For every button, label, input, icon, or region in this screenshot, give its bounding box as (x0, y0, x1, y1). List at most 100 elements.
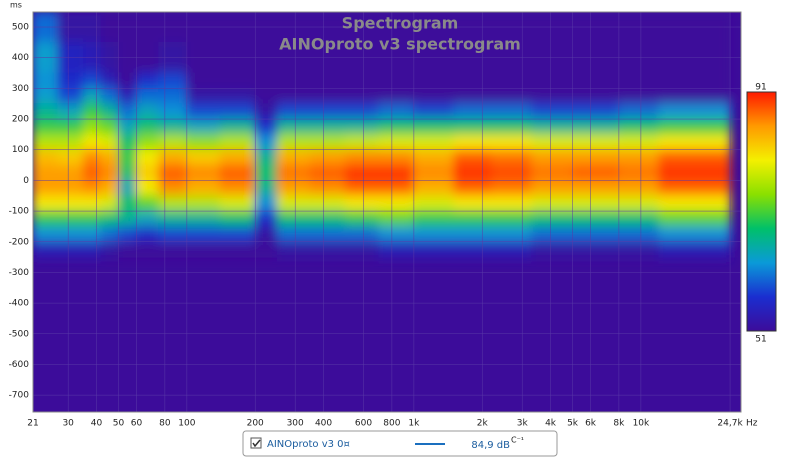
heatmap-cell (158, 118, 188, 135)
x-tick-label: 3k (517, 419, 529, 429)
heatmap-cell (186, 179, 221, 197)
heatmap-cell (378, 103, 415, 120)
heatmap-cell (658, 118, 731, 135)
x-tick-label: 30 (62, 419, 74, 429)
heatmap-cell (136, 87, 160, 105)
heatmap-cell (254, 72, 278, 89)
heatmap-cell (186, 241, 221, 258)
x-tick-label: 8k (613, 419, 625, 429)
heatmap-cell (276, 87, 311, 105)
heatmap-cell (82, 72, 102, 89)
heatmap-cell (136, 179, 160, 197)
heatmap-cell (345, 149, 380, 166)
heatmap-cell (618, 133, 660, 151)
heatmap-cell (82, 87, 102, 105)
legend-checkbox[interactable] (250, 437, 262, 449)
heatmap-cell (345, 195, 380, 212)
heatmap-cell (491, 12, 533, 43)
heatmap-cell (345, 118, 380, 135)
heatmap-cell (572, 72, 620, 89)
heatmap-cell (219, 225, 256, 243)
heatmap-cell (378, 164, 415, 181)
heatmap-cell (219, 210, 256, 227)
heatmap-cell (276, 179, 311, 197)
y-tick-label: -100 (9, 207, 30, 217)
heatmap-cell (453, 87, 493, 105)
heatmap-cell (136, 118, 160, 135)
heatmap-cell (82, 195, 102, 212)
heatmap-cell (82, 133, 102, 151)
heatmap-cell (531, 118, 574, 135)
heatmap-cell (82, 12, 102, 43)
heatmap-cell (378, 72, 415, 89)
heatmap-cell (136, 72, 160, 89)
x-tick-label: 40 (91, 419, 103, 429)
heatmap-cell (309, 210, 347, 227)
heatmap-cell (219, 164, 256, 181)
heatmap-cell (531, 195, 574, 212)
heatmap-cell (219, 133, 256, 151)
heatmap-cell (658, 164, 731, 181)
heatmap-cell (82, 179, 102, 197)
heatmap-cell (491, 179, 533, 197)
x-tick-label: 50 (113, 419, 125, 429)
heatmap-cell (413, 210, 455, 227)
heatmap-cell (658, 149, 731, 166)
chart-title: Spectrogram (342, 14, 459, 33)
heatmap-cell (491, 225, 533, 243)
heatmap-cell (57, 241, 84, 258)
heatmap-cell (572, 12, 620, 43)
heatmap-cell (413, 241, 455, 258)
heatmap-cell (572, 133, 620, 151)
heatmap-cell (33, 164, 59, 181)
heatmap-cell (254, 87, 278, 105)
heatmap-cell (276, 195, 311, 212)
heatmap-cell (413, 87, 455, 105)
legend: AINOproto v3 0¤ 84,9 dB C⁻¹ (242, 430, 558, 457)
heatmap-cell (57, 72, 84, 89)
heatmap-cell (219, 241, 256, 258)
heatmap-cell (618, 210, 660, 227)
heatmap-cell (82, 225, 102, 243)
heatmap-cell (33, 87, 59, 105)
heatmap-cell (572, 149, 620, 166)
heatmap-cell (219, 179, 256, 197)
heatmap-cell (186, 87, 221, 105)
heatmap-cell (82, 149, 102, 166)
legend-label: AINOproto v3 0¤ (267, 439, 350, 450)
y-tick-label: -200 (9, 237, 30, 247)
heatmap-cell (618, 149, 660, 166)
heatmap-cell (254, 195, 278, 212)
heatmap-cell (100, 164, 120, 181)
x-tick-label: 21 (27, 419, 38, 429)
heatmap-cell (118, 164, 138, 181)
heatmap-cell (57, 103, 84, 120)
heatmap-cell (378, 133, 415, 151)
heatmap-cell (186, 118, 221, 135)
heatmap-cell (118, 103, 138, 120)
heatmap-cell (276, 118, 311, 135)
heatmap-cell (453, 225, 493, 243)
x-tick-label: 1k (408, 419, 420, 429)
x-tick-label: 24,7k (717, 419, 743, 429)
grid (32, 12, 741, 412)
heatmap-cell (219, 103, 256, 120)
heatmap-cell (100, 133, 120, 151)
heatmap-cell (531, 164, 574, 181)
heatmap-cell (491, 87, 533, 105)
heatmap-cell (33, 118, 59, 135)
heatmap-cell (57, 225, 84, 243)
heatmap-cell (618, 241, 660, 258)
x-tick-label: 10k (633, 419, 650, 429)
heatmap-cell (453, 164, 493, 181)
heatmap-cell (413, 72, 455, 89)
heatmap-cell (118, 133, 138, 151)
heatmap-cell (33, 12, 59, 43)
y-tick-label: -500 (9, 329, 30, 339)
x-tick-label: 200 (247, 419, 264, 429)
heatmap-cell (572, 179, 620, 197)
heatmap-cell (618, 179, 660, 197)
heatmap-cell (309, 103, 347, 120)
heatmap-cell (413, 164, 455, 181)
